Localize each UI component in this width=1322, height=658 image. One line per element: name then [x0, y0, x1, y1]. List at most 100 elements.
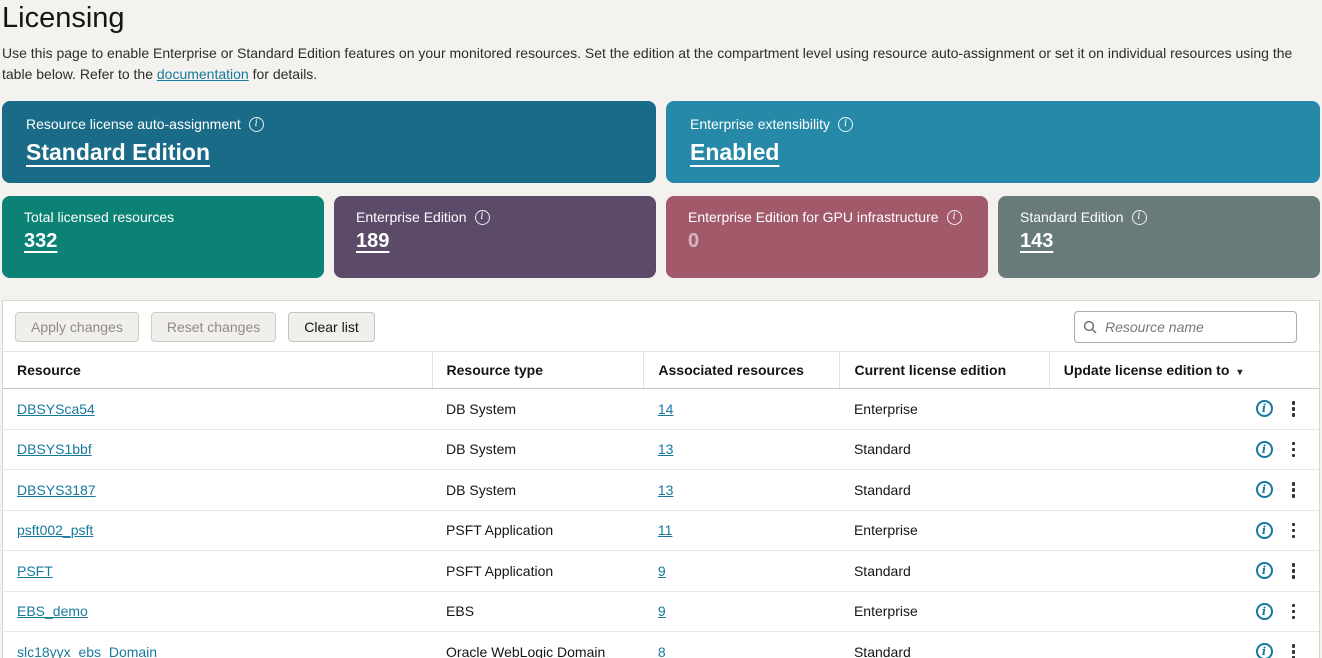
resource-type-text: Oracle WebLogic Domain [446, 643, 606, 658]
resource-link[interactable]: psft002_psft [17, 522, 94, 539]
associated-resources-link[interactable]: 9 [657, 603, 666, 620]
info-icon[interactable]: i [946, 209, 962, 225]
column-header-current-license-edition: Current license edition [839, 351, 1050, 389]
resource-type-cell: EBS [432, 590, 644, 632]
associated-resources-link[interactable]: 14 [657, 400, 674, 417]
info-icon[interactable]: i [474, 209, 490, 225]
current-license-edition-cell: Enterprise [839, 509, 1050, 551]
stat-value-link[interactable]: 143 [1020, 230, 1054, 252]
resource-link[interactable]: EBS_demo [17, 603, 88, 620]
resource-cell: EBS_demo [3, 590, 433, 632]
kebab-dot [1291, 609, 1295, 613]
associated-resources-cell: 8 [643, 631, 840, 658]
stat-card: Enterprise Edition i 189 [334, 196, 656, 278]
apply-changes-button[interactable]: Apply changes [15, 312, 139, 342]
stat-label: Enterprise Edition [356, 209, 467, 225]
table-toolbar: Apply changes Reset changes Clear list [3, 301, 1319, 351]
resource-type-cell: PSFT Application [432, 509, 644, 551]
kebab-dot [1291, 656, 1295, 658]
kebab-dot [1291, 603, 1295, 607]
info-icon[interactable]: i [838, 116, 854, 132]
banner-label-row: Enterprise extensibility i [690, 116, 1296, 132]
info-icon[interactable]: i [1255, 400, 1273, 418]
update-license-edition-cell: i [1049, 428, 1319, 470]
info-icon[interactable]: i [248, 116, 264, 132]
resource-link[interactable]: DBSYSca54 [17, 400, 95, 417]
associated-resources-cell: 14 [644, 389, 840, 430]
current-license-edition-cell: Standard [839, 550, 1050, 591]
associated-resources-link[interactable]: 8 [657, 643, 666, 658]
row-actions: i [1063, 399, 1305, 419]
update-license-edition-cell: i [1049, 550, 1319, 591]
info-icon[interactable]: i [1255, 643, 1273, 658]
info-icon[interactable]: i [1131, 209, 1147, 225]
associated-resources-link[interactable]: 13 [657, 481, 674, 498]
associated-resources-cell: 11 [643, 509, 840, 551]
update-license-edition-cell: i [1049, 389, 1319, 430]
resource-type-text: DB System [446, 400, 517, 417]
resource-type-cell: DB System [432, 389, 644, 430]
row-actions: i [1063, 480, 1305, 500]
license-edition-text: Enterprise [853, 522, 918, 539]
info-icon[interactable]: i [1255, 602, 1273, 620]
stat-value-link[interactable]: 189 [356, 230, 390, 252]
resource-search-box[interactable] [1074, 311, 1297, 343]
banner-value-link[interactable]: Enabled [690, 139, 780, 165]
search-input[interactable] [1103, 318, 1288, 336]
kebab-menu-button[interactable] [1286, 480, 1302, 500]
resource-link[interactable]: DBSYS1bbf [17, 441, 92, 458]
kebab-dot [1291, 401, 1295, 405]
kebab-menu-button[interactable] [1286, 642, 1302, 658]
banner-value-link[interactable]: Standard Edition [26, 139, 210, 165]
kebab-menu-button[interactable] [1286, 521, 1302, 541]
current-license-edition-cell: Standard [839, 428, 1050, 470]
stat-row: Total licensed resources 332 Enterprise Ed… [2, 196, 1320, 278]
kebab-dot [1291, 575, 1295, 579]
licensing-table: Resource Resource type Associated resour… [3, 351, 1319, 658]
associated-resources-link[interactable]: 13 [657, 441, 674, 458]
clear-list-button[interactable]: Clear list [288, 312, 375, 342]
resource-type-cell: DB System [432, 469, 644, 510]
documentation-link[interactable]: documentation [156, 66, 249, 82]
table-row: slc18yyx_ebs_Domain Oracle WebLogic Domai… [3, 631, 1319, 658]
table-row: DBSYS1bbf DB System 13 Standard i [3, 428, 1319, 470]
info-icon[interactable]: i [1255, 521, 1273, 539]
stat-card: Standard Edition i 143 [998, 196, 1320, 278]
stat-label: Total licensed resources [24, 209, 175, 225]
associated-resources-link[interactable]: 11 [657, 522, 673, 539]
resource-type-cell: PSFT Application [432, 550, 644, 591]
kebab-dot [1291, 522, 1295, 526]
update-license-edition-cell: i [1049, 590, 1319, 632]
reset-changes-button[interactable]: Reset changes [150, 312, 277, 342]
table-header-row: Resource Resource type Associated resour… [3, 351, 1319, 389]
stat-value-link[interactable]: 332 [24, 230, 58, 252]
table-row: EBS_demo EBS 9 Enterprise i [3, 590, 1319, 632]
kebab-menu-button[interactable] [1286, 399, 1302, 419]
kebab-menu-button[interactable] [1286, 440, 1302, 460]
resource-link[interactable]: DBSYS3187 [17, 481, 96, 498]
resource-link[interactable]: slc18yyx_ebs_Domain [17, 643, 158, 658]
info-icon[interactable]: i [1255, 440, 1273, 458]
kebab-menu-button[interactable] [1286, 561, 1302, 581]
kebab-dot [1291, 482, 1295, 486]
table-row: psft002_psft PSFT Application 11 Enterprise… [3, 509, 1319, 551]
kebab-menu-button[interactable] [1286, 602, 1302, 622]
stat-label: Enterprise Edition for GPU infrastructur… [688, 209, 939, 225]
chevron-down-icon: ▾ [1237, 367, 1243, 378]
row-actions: i [1063, 602, 1305, 622]
stat-card: Enterprise Edition for GPU infrastructur… [666, 196, 988, 278]
update-license-edition-cell: i [1049, 509, 1319, 551]
info-icon[interactable]: i [1255, 481, 1273, 499]
description-text: Use this page to enable Enterprise or St… [2, 45, 1293, 82]
column-header-update-license-edition[interactable]: Update license edition to ▾ [1049, 351, 1319, 389]
stat-label-row: Enterprise Edition for GPU infrastructur… [688, 209, 966, 225]
banner-label: Enterprise extensibility [690, 116, 831, 132]
resource-type-cell: DB System [432, 428, 644, 470]
stat-card: Total licensed resources 332 [2, 196, 324, 278]
kebab-dot [1291, 441, 1295, 445]
banner-card: Enterprise extensibility i Enabled [666, 101, 1320, 183]
resource-link[interactable]: PSFT [17, 562, 53, 579]
info-icon[interactable]: i [1255, 562, 1273, 580]
associated-resources-link[interactable]: 9 [657, 562, 666, 579]
